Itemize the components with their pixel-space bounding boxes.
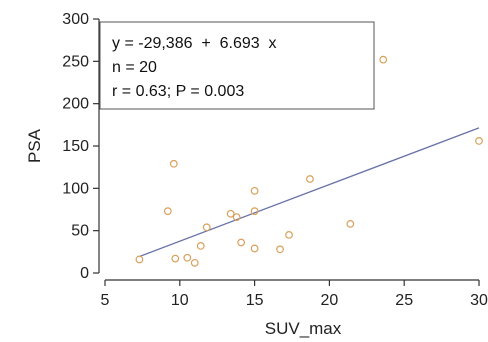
regression-line <box>139 127 480 258</box>
data-points <box>135 55 483 267</box>
data-point <box>475 137 483 145</box>
sample-size-text: n = 20 <box>112 59 157 76</box>
data-point <box>306 175 314 183</box>
y-tick-label: 200 <box>62 96 89 113</box>
x-tick-label: 10 <box>171 292 189 309</box>
x-tick-label: 15 <box>246 292 264 309</box>
equation-box-frame <box>99 21 375 110</box>
y-tick-label: 100 <box>62 180 89 197</box>
y-tick-label: 50 <box>71 223 89 240</box>
data-point <box>250 186 259 195</box>
axes: 0 50 100 150 200 250 300 5 10 15 20 25 30 <box>62 11 488 309</box>
x-tick-label: 5 <box>101 292 110 309</box>
data-point <box>285 230 293 239</box>
data-point <box>135 255 144 264</box>
data-point <box>226 209 235 218</box>
data-point <box>196 242 205 250</box>
data-point <box>250 207 259 216</box>
y-tick-label: 0 <box>80 265 89 282</box>
regression-layer <box>139 127 480 258</box>
x-tick-label: 30 <box>470 292 488 309</box>
y-tick-label: 250 <box>62 53 89 70</box>
data-point <box>276 245 284 254</box>
equation-text: y = -29,386 + 6.693 x <box>112 35 277 52</box>
data-point <box>232 213 241 222</box>
data-point <box>202 223 211 232</box>
correlation-text: r = 0.63; P = 0.003 <box>112 83 244 100</box>
y-tick-label: 150 <box>62 138 89 155</box>
x-tick-label: 20 <box>321 292 339 309</box>
data-point <box>250 244 259 253</box>
data-point <box>237 238 246 247</box>
data-point <box>346 219 355 228</box>
x-axis-title: SUV_max <box>265 319 342 338</box>
x-tick-label: 25 <box>395 292 413 309</box>
data-point <box>183 253 192 262</box>
data-point <box>190 258 199 267</box>
y-tick-label: 300 <box>62 11 89 28</box>
data-point <box>163 207 172 216</box>
equation-box: y = -29,386 + 6.693 x n = 20 r = 0.63; P… <box>99 21 375 110</box>
y-axis-title: PSA <box>25 128 44 163</box>
data-point <box>171 254 180 263</box>
data-point <box>379 55 388 64</box>
data-point <box>169 159 178 168</box>
